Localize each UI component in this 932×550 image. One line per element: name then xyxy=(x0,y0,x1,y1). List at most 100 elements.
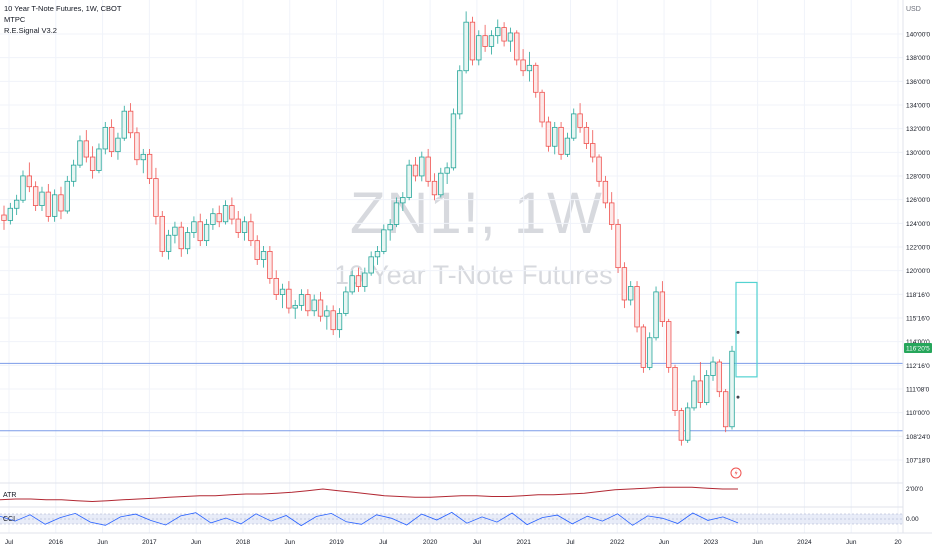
candle-down xyxy=(577,113,583,128)
candle-down xyxy=(615,224,621,269)
y-tick-label: 111'08'0 xyxy=(906,387,930,394)
projection-dot xyxy=(736,330,740,334)
x-tick-label: Jul xyxy=(5,539,14,546)
y-tick-label: 110'00'0 xyxy=(906,410,930,417)
candle-down xyxy=(666,321,672,368)
candle-down xyxy=(602,180,609,204)
horizontal-lines xyxy=(0,362,903,432)
y-tick-label: 107'18'0 xyxy=(906,458,931,465)
x-tick-label: 2016 xyxy=(49,539,64,546)
candle-down xyxy=(425,156,431,182)
candle-down xyxy=(716,361,723,393)
candle-up xyxy=(191,221,197,233)
candle-down xyxy=(672,367,678,411)
x-tick-label: Jul xyxy=(473,539,482,546)
candle-up xyxy=(488,35,495,47)
candle-up xyxy=(393,202,400,225)
currency-label: USD xyxy=(906,6,921,13)
cci-line xyxy=(0,511,739,527)
candle-up xyxy=(20,175,26,201)
y-tick-label: 126'00'0 xyxy=(906,197,931,204)
indicator-mtpc[interactable]: MTPC xyxy=(4,15,26,24)
candle-up xyxy=(13,199,20,209)
candle-up xyxy=(710,361,716,376)
x-tick-label: 2023 xyxy=(704,539,719,546)
candle-up xyxy=(457,70,463,115)
x-tick-label: 2024 xyxy=(797,539,812,546)
candle-up xyxy=(374,251,381,258)
alert-marker[interactable] xyxy=(730,467,742,479)
atr-pane xyxy=(0,482,903,503)
candle-down xyxy=(659,291,666,322)
candle-up xyxy=(406,164,412,198)
cci-label: CCI xyxy=(3,516,15,523)
candle-down xyxy=(159,215,165,252)
candle-up xyxy=(564,137,571,155)
y-tick-label: 114'00'0 xyxy=(906,339,930,346)
last-price-tag: 116'20'5 xyxy=(904,342,932,353)
candle-up xyxy=(292,304,298,309)
candle-up xyxy=(279,288,286,295)
candle-up xyxy=(96,148,102,171)
candle-down xyxy=(583,126,590,144)
x-tick-label: Jun xyxy=(846,539,857,546)
candle-up xyxy=(298,294,305,306)
candle-up xyxy=(222,205,229,223)
y-tick-label: 120'00'0 xyxy=(906,268,931,275)
x-tick-label: Jun xyxy=(752,539,763,546)
y-tick-label: 130'00'0 xyxy=(906,150,931,157)
candle-down xyxy=(286,288,292,309)
x-tick-label: 20 xyxy=(894,539,902,546)
candle-up xyxy=(336,313,343,331)
candle-up xyxy=(210,213,216,225)
candle-up xyxy=(241,221,248,233)
candle-down xyxy=(267,251,273,279)
candle-down xyxy=(609,202,615,225)
candle-up xyxy=(324,310,330,317)
candle-up xyxy=(444,167,450,174)
candle-down xyxy=(248,221,254,242)
candle-up xyxy=(507,32,514,42)
candlesticks xyxy=(1,11,735,446)
target-box-rect[interactable] xyxy=(735,281,758,378)
y-tick-label: 112'16'0 xyxy=(906,363,930,370)
candle-up xyxy=(476,35,482,61)
candle-down xyxy=(153,178,159,217)
candle-down xyxy=(634,286,640,328)
candle-up xyxy=(311,299,317,312)
candle-up xyxy=(70,164,77,182)
y-tick-label: 134'00'0 xyxy=(906,103,931,110)
lightning-icon xyxy=(734,469,738,477)
candle-down xyxy=(32,186,39,206)
candle-up xyxy=(419,156,425,177)
x-tick-label: Jun xyxy=(97,539,108,546)
time-axis[interactable]: Jul 2016 Jun 2017 Jun 2018 Jun 2019 Jul 2020 Jul 20… xyxy=(5,539,902,546)
candle-up xyxy=(381,229,387,252)
symbol-title[interactable]: 10 Year T-Note Futures, 1W, CBOT xyxy=(4,4,122,13)
atr-value: 2'00'0 xyxy=(906,486,923,493)
candle-up xyxy=(653,291,659,339)
candle-up xyxy=(102,126,108,150)
watermark-name: 10 Year T-Note Futures xyxy=(334,260,613,290)
candle-down xyxy=(514,32,520,61)
candle-up xyxy=(343,291,349,314)
x-tick-label: 2019 xyxy=(329,539,344,546)
y-tick-label: 138'00'0 xyxy=(906,55,931,62)
candle-down xyxy=(254,240,260,260)
candle-down xyxy=(146,153,153,180)
price-axis[interactable]: 140'00'0 138'00'0 136'00'0 134'00'0 132'00'0… xyxy=(906,32,931,465)
candle-down xyxy=(273,278,279,295)
candle-up xyxy=(362,272,368,287)
candle-down xyxy=(197,221,203,242)
candle-up xyxy=(400,197,406,204)
candle-up xyxy=(172,226,178,236)
chart-legend: 10 Year T-Note Futures, 1W, CBOT MTPC R.… xyxy=(4,3,121,36)
indicator-re-signal[interactable]: R.E.Signal V3.2 xyxy=(4,26,57,35)
x-tick-label: Jul xyxy=(379,539,388,546)
candle-up xyxy=(387,224,393,231)
candle-up xyxy=(165,234,172,252)
y-tick-label: 132'00'0 xyxy=(906,126,931,133)
candle-up xyxy=(184,232,191,250)
